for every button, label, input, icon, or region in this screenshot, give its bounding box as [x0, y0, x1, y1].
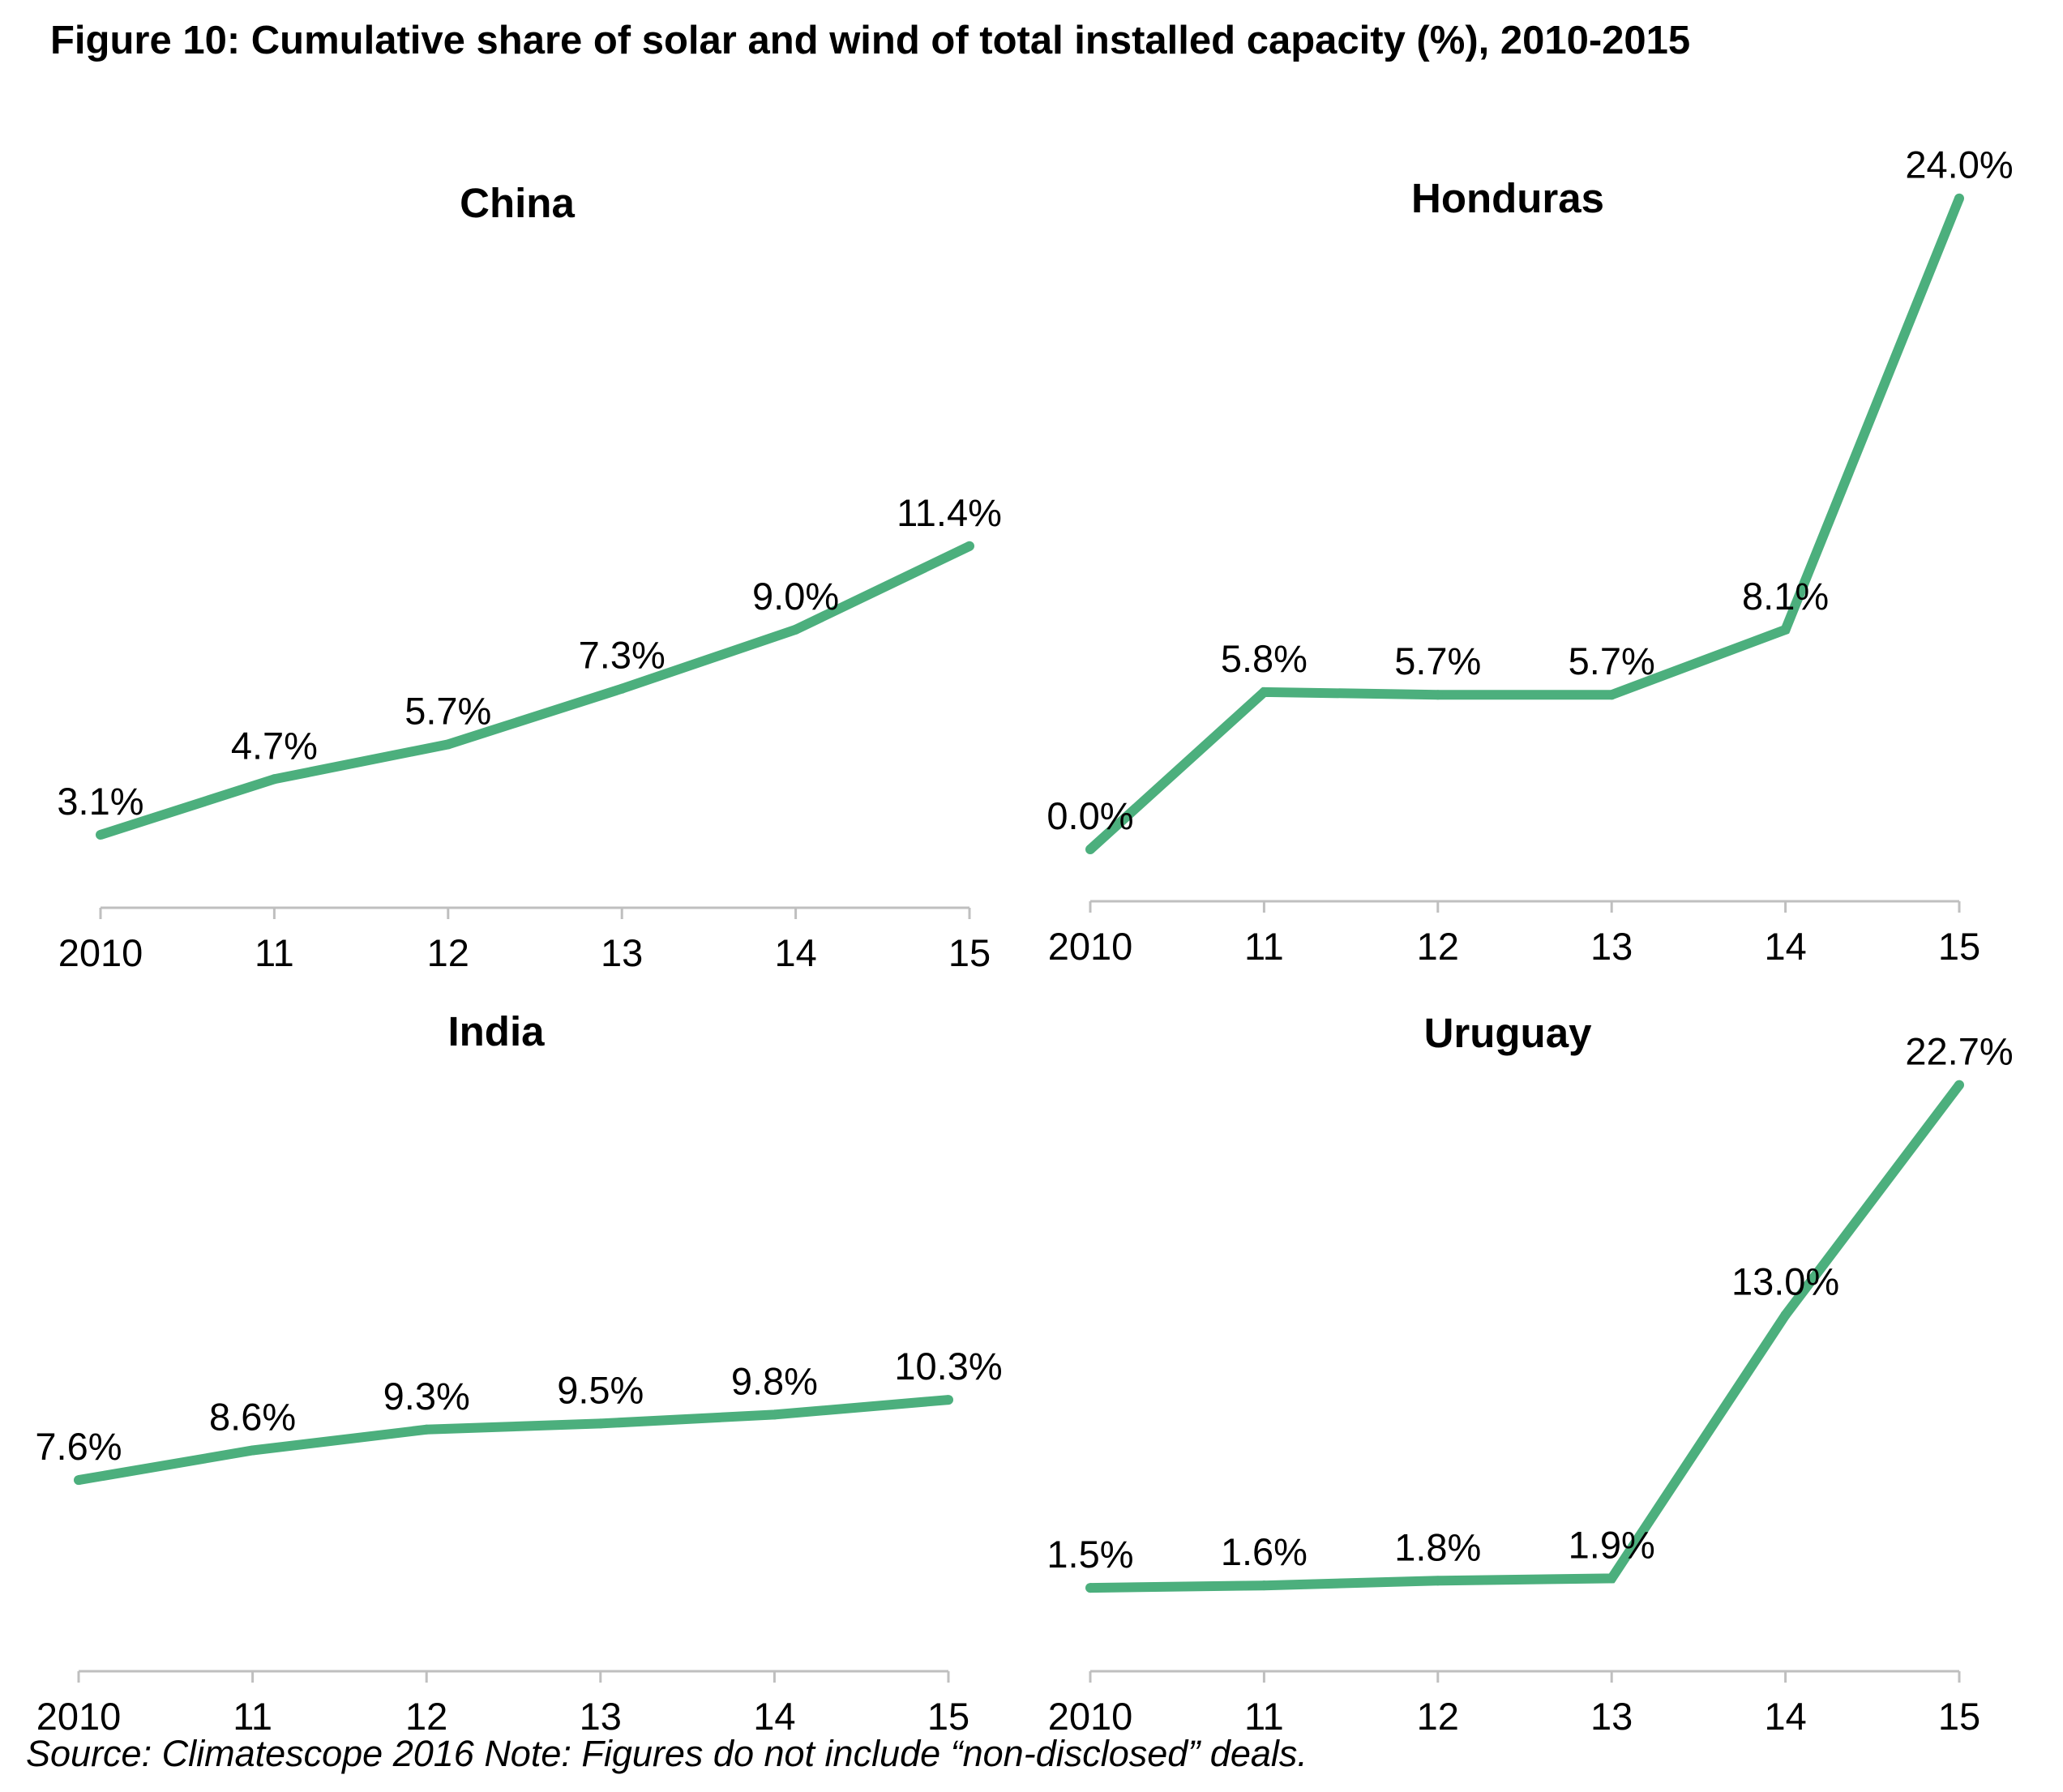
data-label: 9.0%	[752, 575, 839, 618]
x-tick-label: 15	[1938, 925, 1980, 968]
x-tick-label: 11	[1244, 925, 1284, 968]
series-line	[101, 546, 969, 835]
x-tick-label: 2010	[1048, 925, 1133, 968]
data-point	[1781, 1311, 1791, 1320]
data-point	[1085, 845, 1095, 854]
x-tick-label: 2010	[36, 1695, 122, 1738]
data-point	[96, 830, 105, 840]
data-point	[74, 1475, 83, 1485]
data-point	[1607, 690, 1616, 699]
chart-title: Honduras	[1411, 175, 1604, 221]
series-line	[1090, 199, 1959, 849]
data-label: 7.6%	[35, 1425, 122, 1468]
data-label: 4.7%	[231, 724, 318, 767]
data-label: 9.3%	[383, 1375, 470, 1418]
data-point	[1433, 690, 1443, 699]
figure-source-note: Source: Climatescope 2016 Note: Figures …	[26, 1733, 1308, 1775]
data-label: 1.5%	[1046, 1533, 1133, 1576]
x-tick-label: 13	[1590, 1695, 1633, 1738]
data-label: 1.6%	[1221, 1530, 1308, 1573]
x-tick-label: 12	[1417, 1695, 1459, 1738]
data-point	[443, 739, 453, 749]
data-label: 24.0%	[1905, 143, 2013, 186]
data-label: 0.0%	[1046, 794, 1133, 837]
data-label: 8.6%	[209, 1395, 296, 1438]
data-point	[422, 1425, 431, 1435]
data-point	[617, 684, 627, 694]
x-tick-label: 2010	[58, 931, 143, 974]
x-tick-label: 12	[427, 931, 469, 974]
x-tick-label: 12	[405, 1695, 447, 1738]
chart-title: India	[447, 1008, 545, 1054]
data-point	[1433, 1576, 1443, 1585]
data-label: 8.1%	[1742, 575, 1829, 618]
data-point	[791, 625, 801, 635]
x-tick-label: 2010	[1048, 1695, 1133, 1738]
data-point	[1085, 1583, 1095, 1593]
data-label: 5.7%	[404, 689, 491, 732]
data-point	[248, 1445, 258, 1455]
data-label: 5.7%	[1569, 639, 1655, 682]
chart-title: Uruguay	[1424, 1010, 1593, 1056]
data-label: 1.9%	[1569, 1523, 1655, 1566]
chart-title: China	[460, 180, 575, 226]
x-tick-label: 11	[233, 1695, 272, 1738]
data-label: 9.5%	[557, 1368, 644, 1411]
data-point	[1954, 1080, 1964, 1090]
data-label: 13.0%	[1731, 1260, 1839, 1303]
data-point	[769, 1409, 779, 1419]
x-tick-label: 12	[1417, 925, 1459, 968]
x-tick-label: 15	[1938, 1695, 1980, 1738]
data-label: 3.1%	[57, 780, 143, 823]
x-tick-label: 11	[255, 931, 294, 974]
data-point	[1259, 687, 1269, 697]
chart-panel-india: India 2010 11 12 13 14 15 7.6% 8.6% 9.3% 9.5% 9.8% 1…	[35, 1008, 1002, 1738]
x-tick-label: 11	[1244, 1695, 1284, 1738]
x-tick-label: 13	[580, 1695, 622, 1738]
x-tick-label: 15	[948, 931, 991, 974]
chart-panel-honduras: Honduras 2010 11 12 13 14 15 0.0% 5.8% 5.7% 5.7% 8.…	[1046, 143, 2013, 968]
data-label: 5.7%	[1394, 639, 1481, 682]
x-tick-label: 13	[1590, 925, 1633, 968]
data-label: 10.3%	[894, 1345, 1002, 1388]
data-point	[944, 1395, 953, 1405]
data-point	[965, 541, 974, 551]
data-point	[1781, 625, 1791, 635]
data-label: 5.8%	[1221, 637, 1308, 680]
chart-panel-uruguay: Uruguay 2010 11 12 13 14 15 1.5% 1.6% 1.8% 1.9% 13.…	[1046, 1010, 2013, 1738]
data-label: 1.8%	[1394, 1525, 1481, 1568]
x-tick-label: 14	[1764, 1695, 1806, 1738]
data-point	[1954, 194, 1964, 203]
data-label: 11.4%	[897, 491, 1002, 534]
data-label: 22.7%	[1905, 1030, 2013, 1073]
data-point	[596, 1418, 606, 1428]
x-tick-label: 14	[774, 931, 816, 974]
data-label: 7.3%	[579, 634, 666, 677]
series-line	[1090, 1085, 1959, 1589]
chart-panel-china: China 2010 11 12 13 14 15 3.1% 4.7% 5.7% 7.3% 9.0% 1…	[57, 180, 1001, 974]
x-tick-label: 14	[753, 1695, 795, 1738]
data-point	[1607, 1573, 1616, 1583]
data-point	[269, 774, 279, 784]
x-tick-label: 14	[1764, 925, 1806, 968]
data-point	[1259, 1580, 1269, 1590]
x-tick-label: 15	[927, 1695, 969, 1738]
x-tick-label: 13	[601, 931, 643, 974]
data-label: 9.8%	[731, 1359, 818, 1402]
